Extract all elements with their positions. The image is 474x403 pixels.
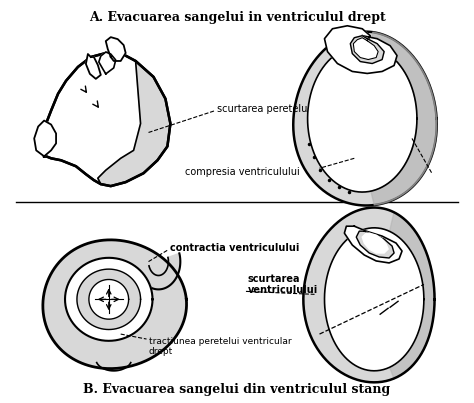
Text: A. Evacuarea sangelui in ventriculul drept: A. Evacuarea sangelui in ventriculul dre… [89,11,385,24]
Polygon shape [137,253,180,289]
Polygon shape [356,231,394,258]
Polygon shape [86,54,101,79]
Polygon shape [390,212,435,378]
Text: contractia ventriculului: contractia ventriculului [170,243,300,253]
Text: scurtarea
ventriculului: scurtarea ventriculului [248,274,318,295]
Polygon shape [65,258,153,341]
Polygon shape [89,279,128,319]
Polygon shape [308,45,417,192]
Polygon shape [77,269,141,330]
Polygon shape [43,240,187,369]
Polygon shape [371,32,437,205]
Polygon shape [97,359,131,371]
Polygon shape [303,208,435,382]
Polygon shape [350,36,384,64]
Polygon shape [362,233,388,253]
Polygon shape [345,226,402,263]
Polygon shape [325,228,424,371]
Polygon shape [41,53,170,186]
Polygon shape [106,37,126,61]
Polygon shape [98,61,170,186]
Text: tractiunea peretelui ventricular
drept: tractiunea peretelui ventricular drept [148,337,291,357]
Text: B. Evacuarea sangelui din ventriculul stang: B. Evacuarea sangelui din ventriculul st… [83,383,391,396]
Polygon shape [34,120,56,156]
Text: compresia ventriculului: compresia ventriculului [185,167,300,177]
Polygon shape [353,38,378,60]
Polygon shape [99,52,116,74]
Polygon shape [293,32,437,206]
Polygon shape [325,26,397,73]
Text: scurtarea peretelui liber: scurtarea peretelui liber [217,104,335,114]
